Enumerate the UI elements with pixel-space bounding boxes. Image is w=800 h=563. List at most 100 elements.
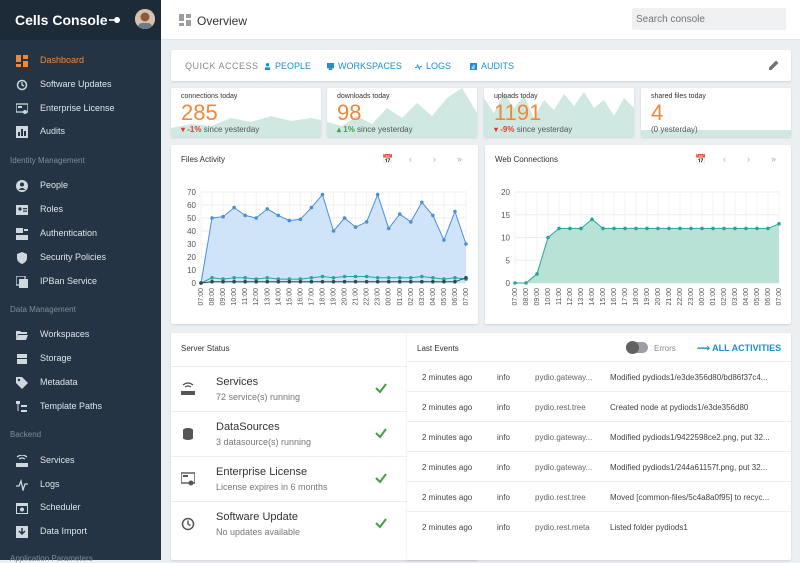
- search-input[interactable]: [632, 8, 786, 30]
- sidebar-item-label: Metadata: [40, 377, 78, 387]
- sidebar-item-security-policies[interactable]: Security Policies: [0, 248, 161, 270]
- refresh-icon: [16, 79, 28, 91]
- event-row[interactable]: 2 minutes ago info pydio.rest.tree Creat…: [407, 391, 791, 421]
- sidebar-item-scheduler[interactable]: Scheduler: [0, 498, 161, 520]
- quick-link-workspaces[interactable]: WORKSPACES: [327, 61, 402, 71]
- data-point: [524, 281, 528, 285]
- data-point: [309, 279, 314, 284]
- calendar-icon[interactable]: 📅: [695, 154, 707, 164]
- x-tick-label: 05:00: [441, 288, 448, 306]
- service-row-services[interactable]: Services 72 service(s) running: [171, 366, 478, 411]
- x-tick-label: 06:00: [452, 288, 459, 306]
- service-row-enterprise-license[interactable]: Enterprise License License expires in 6 …: [171, 456, 478, 501]
- event-time: 2 minutes ago: [422, 433, 473, 442]
- avatar[interactable]: [135, 9, 155, 29]
- data-point: [722, 226, 726, 231]
- sidebar-item-authentication[interactable]: Authentication: [0, 224, 161, 246]
- sidebar-item-software-updates[interactable]: Software Updates: [0, 75, 161, 97]
- stat-label: uploads today: [494, 93, 538, 100]
- stat-trend-text: since yesterday: [357, 125, 413, 134]
- x-tick-label: 03:00: [732, 288, 739, 306]
- event-row[interactable]: 2 minutes ago info pydio.gateway... Modi…: [407, 361, 791, 391]
- sidebar-item-services[interactable]: Services: [0, 451, 161, 473]
- sidebar-item-dashboard[interactable]: Dashboard: [0, 51, 161, 73]
- quick-link-label: AUDITS: [481, 61, 515, 71]
- sidebar-item-storage[interactable]: Storage: [0, 349, 161, 371]
- all-activities-link[interactable]: ⟿ ALL ACTIVITIES: [697, 343, 781, 354]
- sidebar-item-people[interactable]: People: [0, 176, 161, 198]
- data-point: [221, 277, 225, 281]
- data-point: [342, 274, 347, 279]
- event-message: Created node at pydiods1/e3de356d80: [610, 403, 749, 412]
- quick-link-logs[interactable]: LOGS: [415, 61, 451, 71]
- errors-label: Errors: [654, 344, 676, 353]
- sidebar-item-label: Audits: [40, 126, 66, 136]
- event-message: Modified pydiods1/e3de356d80/bd86f37c4..…: [610, 373, 768, 382]
- data-point: [342, 279, 347, 284]
- quick-link-label: WORKSPACES: [338, 61, 402, 71]
- y-tick-label: 60: [187, 201, 196, 210]
- stat-value: 98: [337, 100, 362, 125]
- stat-trend: ▴ 1% since yesterday: [337, 125, 413, 134]
- data-point: [711, 226, 715, 231]
- x-tick-label: 09:00: [220, 288, 227, 306]
- data-point: [656, 226, 660, 231]
- calendar-icon[interactable]: 📅: [382, 154, 394, 164]
- quick-link-audits[interactable]: AUDITS: [470, 61, 514, 71]
- data-point: [342, 216, 347, 220]
- data-point: [667, 226, 671, 231]
- event-row[interactable]: 2 minutes ago info pydio.rest.meta Liste…: [407, 511, 791, 541]
- x-tick-label: 21:00: [666, 288, 673, 306]
- event-row[interactable]: 2 minutes ago info pydio.rest.tree Moved…: [407, 481, 791, 511]
- event-row[interactable]: 2 minutes ago info pydio.gateway... Modi…: [407, 421, 791, 451]
- sidebar-item-logs[interactable]: Logs: [0, 475, 161, 497]
- quick-link-people[interactable]: PEOPLE: [264, 61, 311, 71]
- event-service: pydio.gateway...: [535, 433, 592, 442]
- x-tick-label: 20:00: [342, 288, 349, 306]
- chevron-right-icon[interactable]: ›: [747, 154, 750, 164]
- event-row[interactable]: 2 minutes ago info pydio.gateway... Modi…: [407, 451, 791, 481]
- sidebar-item-audits[interactable]: Audits: [0, 122, 161, 144]
- chevron-right-icon[interactable]: ›: [433, 154, 436, 164]
- x-tick-label: 01:00: [710, 288, 717, 306]
- stat-trend-text: (0 yesterday): [651, 125, 698, 134]
- sidebar-item-data-import[interactable]: Data Import: [0, 522, 161, 544]
- data-point: [689, 226, 693, 231]
- chevron-left-icon[interactable]: ‹: [723, 154, 726, 164]
- sidebar-item-metadata[interactable]: Metadata: [0, 373, 161, 395]
- data-point: [276, 279, 281, 284]
- x-tick-label: 23:00: [375, 288, 382, 306]
- event-service: pydio.rest.meta: [535, 523, 590, 532]
- toggle-icon[interactable]: [109, 14, 121, 26]
- sidebar-item-roles[interactable]: Roles: [0, 200, 161, 222]
- x-tick-label: 07:00: [198, 288, 205, 306]
- last-events-title: Last Events: [417, 344, 459, 353]
- sidebar-item-template-paths[interactable]: Template Paths: [0, 397, 161, 419]
- sidebar-item-enterprise-license[interactable]: Enterprise License: [0, 99, 161, 121]
- x-tick-label: 02:00: [408, 288, 415, 306]
- edit-icon[interactable]: [768, 59, 780, 71]
- data-point: [397, 212, 402, 216]
- errors-toggle[interactable]: [626, 341, 648, 354]
- data-point: [309, 276, 314, 280]
- sidebar-item-label: Dashboard: [40, 55, 85, 65]
- data-point: [276, 213, 281, 218]
- authentication-icon: [16, 228, 28, 240]
- sparkline-background: [641, 130, 791, 137]
- data-point: [678, 226, 682, 231]
- y-tick-label: 10: [501, 234, 510, 243]
- double-chevron-right-icon[interactable]: »: [457, 154, 463, 164]
- sidebar-item-ipban-service[interactable]: IPBan Service: [0, 272, 161, 294]
- x-tick-label: 12:00: [567, 288, 574, 306]
- service-row-datasources[interactable]: DataSources 3 datasource(s) running: [171, 411, 478, 456]
- sidebar-item-label: Services: [40, 455, 75, 465]
- chevron-left-icon[interactable]: ‹: [409, 154, 412, 164]
- service-row-software-update[interactable]: Software Update No updates available: [171, 501, 478, 546]
- double-chevron-right-icon[interactable]: »: [771, 154, 777, 164]
- license-icon: [181, 472, 195, 486]
- section-identity-management: Identity Management: [10, 156, 85, 165]
- stat-label: connections today: [181, 93, 238, 100]
- data-point: [232, 279, 236, 284]
- person-icon: [16, 180, 28, 192]
- sidebar-item-workspaces[interactable]: Workspaces: [0, 325, 161, 347]
